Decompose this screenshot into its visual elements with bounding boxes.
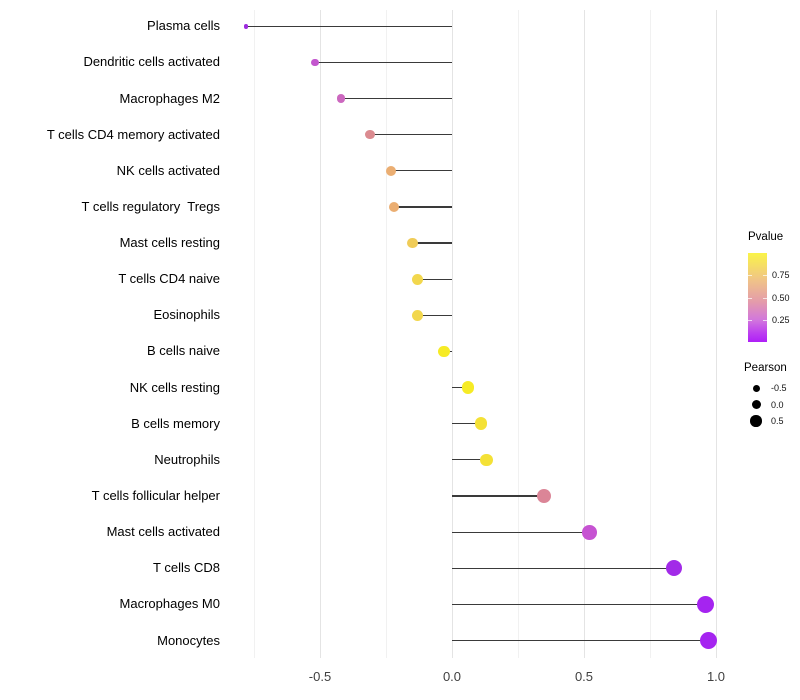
grid-minor-line	[518, 10, 519, 658]
colorbar-tick-label: 0.25	[772, 314, 790, 325]
lollipop-stem	[452, 387, 468, 389]
colorbar-tick-label: 0.75	[772, 270, 790, 281]
data-point	[696, 595, 714, 613]
y-axis-label: Neutrophils	[154, 451, 220, 467]
data-point	[386, 165, 397, 176]
lollipop-stem	[314, 61, 452, 64]
pvalue-colorbar	[748, 253, 767, 342]
y-axis-label: NK cells activated	[116, 162, 220, 178]
lollipop-stem	[417, 314, 452, 316]
pearson-size-dot	[752, 384, 760, 392]
y-axis-label: Plasma cells	[147, 18, 220, 34]
y-axis-label: NK cells resting	[129, 379, 220, 395]
y-axis-label: Mast cells resting	[119, 235, 220, 251]
lollipop-stem	[452, 531, 590, 533]
y-axis-label: Macrophages M2	[119, 90, 220, 106]
y-axis-label: T cells CD4 naive	[118, 271, 220, 287]
x-axis-tick-label: 0.0	[442, 669, 462, 684]
data-point	[438, 345, 450, 358]
y-axis-label: T cells CD4 memory activated	[46, 126, 220, 142]
lollipop-stem	[452, 603, 706, 605]
lollipop-stem	[452, 567, 674, 569]
x-axis-tick-label: -0.5	[308, 669, 332, 684]
lollipop-stem	[452, 639, 709, 642]
data-point	[412, 309, 424, 321]
grid-major-line	[320, 10, 321, 658]
colorbar-tick	[763, 319, 767, 321]
data-point	[581, 524, 597, 540]
grid-minor-line	[386, 10, 387, 658]
data-point	[365, 129, 375, 140]
y-axis-label: Monocytes	[157, 632, 220, 648]
colorbar-tick	[748, 275, 752, 277]
data-point	[310, 58, 319, 67]
pearson-size-dot	[750, 415, 762, 427]
lollipop-stem	[452, 423, 482, 425]
data-point	[665, 560, 682, 577]
data-point	[537, 489, 552, 503]
colorbar-tick	[763, 275, 767, 277]
grid-minor-line	[254, 10, 255, 658]
data-point	[336, 94, 346, 103]
grid-major-line	[716, 10, 717, 658]
y-axis-label: Eosinophils	[153, 307, 221, 323]
x-axis-tick-label: 1.0	[706, 669, 726, 684]
pvalue-legend-title: Pvalue	[748, 231, 784, 243]
pearson-size-dot	[751, 400, 761, 409]
lollipop-stem	[393, 206, 452, 208]
pearson-size-label: -0.5	[771, 383, 787, 393]
lollipop-stem	[246, 25, 452, 27]
pearson-size-label: 0.5	[771, 416, 784, 426]
data-point	[412, 273, 424, 285]
y-axis-label: B cells naive	[147, 343, 220, 359]
x-axis-tick-label: 0.5	[574, 669, 594, 684]
data-point	[479, 453, 493, 467]
lollipop-stem	[391, 170, 452, 172]
grid-minor-line	[650, 10, 651, 658]
colorbar-tick-label: 0.50	[772, 292, 790, 303]
lollipop-stem	[341, 97, 452, 100]
data-point	[243, 24, 249, 29]
data-point	[388, 201, 400, 213]
colorbar-tick	[748, 319, 752, 321]
pearson-legend-title: Pearson	[744, 362, 787, 374]
grid-major-line	[452, 10, 453, 658]
lollipop-stem	[452, 459, 487, 461]
legend: Pvalue 0.75 0.50 0.25 Pearson -0.5 0.0 0.5	[744, 231, 800, 441]
y-axis-label: T cells CD8	[153, 560, 220, 576]
colorbar-tick	[763, 297, 767, 299]
pearson-size-label: 0.0	[771, 399, 784, 410]
y-axis-label: T cells follicular helper	[91, 487, 220, 503]
y-axis-label: B cells memory	[131, 415, 220, 431]
data-point	[406, 237, 418, 249]
lollipop-stem	[412, 242, 452, 244]
lollipop-stem	[370, 134, 452, 136]
y-axis-label: Macrophages M0	[119, 596, 220, 612]
data-point	[699, 632, 717, 649]
colorbar-tick	[748, 297, 752, 299]
y-axis-label: T cells regulatory Tregs	[81, 198, 220, 214]
lollipop-stem	[452, 495, 545, 497]
y-axis-label: Mast cells activated	[106, 524, 220, 540]
data-point	[461, 381, 474, 394]
grid-major-line	[584, 10, 585, 658]
data-point	[474, 417, 488, 430]
y-axis-label: Dendritic cells activated	[83, 54, 220, 70]
lollipop-stem	[417, 278, 452, 280]
